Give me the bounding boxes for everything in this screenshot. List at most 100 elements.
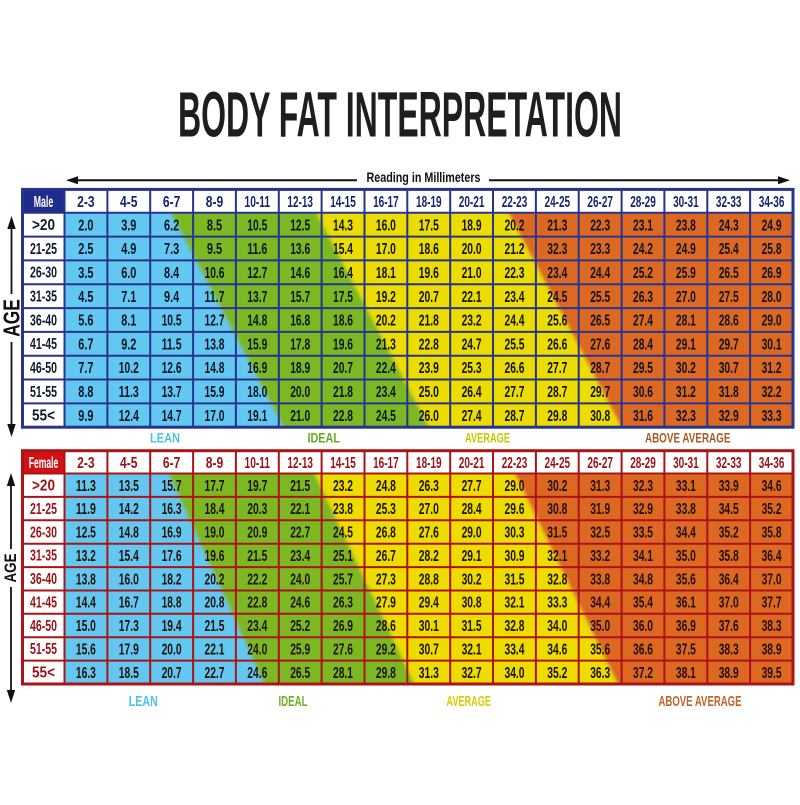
- svg-text:Female: Female: [29, 455, 59, 472]
- svg-text:23.4: 23.4: [247, 618, 267, 635]
- svg-text:20.7: 20.7: [419, 289, 439, 306]
- svg-text:21.3: 21.3: [547, 217, 567, 234]
- svg-text:29.1: 29.1: [462, 548, 482, 565]
- svg-text:30.1: 30.1: [762, 336, 782, 353]
- svg-text:20.9: 20.9: [247, 525, 267, 542]
- svg-text:LEAN: LEAN: [150, 430, 180, 446]
- svg-text:24.9: 24.9: [762, 217, 782, 234]
- svg-text:29.2: 29.2: [376, 642, 396, 659]
- svg-text:12-13: 12-13: [287, 194, 313, 211]
- svg-text:26.0: 26.0: [419, 408, 439, 425]
- svg-text:12.4: 12.4: [119, 408, 139, 425]
- svg-text:18.6: 18.6: [419, 241, 439, 258]
- svg-text:2-3: 2-3: [77, 194, 95, 211]
- svg-text:24.0: 24.0: [247, 642, 267, 659]
- svg-text:16.4: 16.4: [333, 265, 353, 282]
- svg-text:22.4: 22.4: [376, 360, 396, 377]
- svg-text:24.0: 24.0: [290, 571, 310, 588]
- svg-text:33.2: 33.2: [590, 548, 610, 565]
- svg-text:>20: >20: [32, 478, 55, 495]
- svg-text:IDEAL: IDEAL: [279, 694, 308, 710]
- svg-text:28.2: 28.2: [419, 548, 439, 565]
- svg-text:10.6: 10.6: [205, 265, 225, 282]
- svg-text:16.7: 16.7: [119, 595, 139, 612]
- svg-text:32.9: 32.9: [719, 408, 739, 425]
- svg-text:16.9: 16.9: [247, 360, 267, 377]
- svg-text:23.4: 23.4: [547, 265, 567, 282]
- svg-text:15.9: 15.9: [247, 336, 267, 353]
- svg-text:22.3: 22.3: [590, 217, 610, 234]
- svg-text:13.5: 13.5: [119, 478, 139, 495]
- svg-text:22-23: 22-23: [502, 194, 528, 211]
- svg-text:26.3: 26.3: [333, 595, 353, 612]
- svg-text:36.1: 36.1: [676, 595, 696, 612]
- svg-text:AGE: AGE: [2, 554, 20, 583]
- svg-text:15.6: 15.6: [76, 642, 96, 659]
- svg-text:10.5: 10.5: [247, 217, 267, 234]
- svg-text:BODY FAT INTERPRETATION: BODY FAT INTERPRETATION: [178, 79, 622, 151]
- svg-text:13.7: 13.7: [247, 289, 267, 306]
- svg-text:18.9: 18.9: [462, 217, 482, 234]
- svg-text:28.8: 28.8: [419, 571, 439, 588]
- svg-text:34-36: 34-36: [759, 194, 785, 211]
- svg-text:25.3: 25.3: [376, 501, 396, 518]
- svg-text:34.4: 34.4: [676, 525, 696, 542]
- svg-text:24.8: 24.8: [376, 478, 396, 495]
- svg-text:25.9: 25.9: [676, 265, 696, 282]
- svg-text:25.4: 25.4: [719, 241, 739, 258]
- svg-text:27.6: 27.6: [590, 336, 610, 353]
- svg-text:30.8: 30.8: [590, 408, 610, 425]
- svg-text:38.1: 38.1: [676, 665, 696, 682]
- svg-text:27.0: 27.0: [676, 289, 696, 306]
- svg-text:30.8: 30.8: [547, 501, 567, 518]
- svg-text:32.3: 32.3: [633, 478, 653, 495]
- svg-text:41-45: 41-45: [30, 336, 57, 353]
- svg-text:26.9: 26.9: [333, 618, 353, 635]
- svg-text:31.6: 31.6: [633, 408, 653, 425]
- svg-text:28.1: 28.1: [676, 313, 696, 330]
- svg-text:12.5: 12.5: [290, 217, 310, 234]
- svg-text:24.4: 24.4: [590, 265, 610, 282]
- svg-text:27.5: 27.5: [719, 289, 739, 306]
- svg-text:30.7: 30.7: [419, 642, 439, 659]
- svg-text:32.5: 32.5: [590, 525, 610, 542]
- svg-text:29.6: 29.6: [505, 501, 525, 518]
- svg-text:28.7: 28.7: [505, 408, 525, 425]
- svg-text:20.0: 20.0: [462, 241, 482, 258]
- svg-text:39.5: 39.5: [762, 665, 782, 682]
- svg-text:34.6: 34.6: [547, 642, 567, 659]
- svg-text:21-25: 21-25: [30, 501, 57, 518]
- svg-text:26.6: 26.6: [505, 360, 525, 377]
- svg-text:26.8: 26.8: [376, 525, 396, 542]
- svg-text:4-5: 4-5: [120, 455, 138, 472]
- svg-text:6-7: 6-7: [163, 455, 181, 472]
- svg-text:24-25: 24-25: [545, 194, 571, 211]
- svg-text:31-35: 31-35: [30, 548, 57, 565]
- svg-text:24.9: 24.9: [676, 241, 696, 258]
- svg-text:17.5: 17.5: [419, 217, 439, 234]
- svg-text:26.7: 26.7: [376, 548, 396, 565]
- svg-text:26.4: 26.4: [462, 384, 482, 401]
- svg-text:21.8: 21.8: [419, 313, 439, 330]
- svg-text:14-15: 14-15: [330, 455, 356, 472]
- svg-text:26.3: 26.3: [419, 478, 439, 495]
- svg-text:26.5: 26.5: [290, 665, 310, 682]
- svg-text:51-55: 51-55: [30, 641, 57, 658]
- svg-text:24.2: 24.2: [633, 241, 653, 258]
- svg-text:24.6: 24.6: [290, 595, 310, 612]
- svg-text:17.0: 17.0: [205, 408, 225, 425]
- svg-text:8.1: 8.1: [121, 313, 136, 330]
- svg-text:34.6: 34.6: [762, 478, 782, 495]
- svg-text:38.9: 38.9: [719, 665, 739, 682]
- svg-text:36.0: 36.0: [633, 618, 653, 635]
- svg-text:13.2: 13.2: [76, 548, 96, 565]
- svg-text:15.7: 15.7: [162, 478, 182, 495]
- svg-text:25.8: 25.8: [762, 241, 782, 258]
- svg-text:25.5: 25.5: [590, 289, 610, 306]
- svg-text:Reading in Millimeters: Reading in Millimeters: [367, 169, 481, 185]
- svg-text:25.2: 25.2: [290, 618, 310, 635]
- svg-text:Male: Male: [34, 194, 54, 211]
- svg-text:33.1: 33.1: [676, 478, 696, 495]
- svg-text:36.3: 36.3: [590, 665, 610, 682]
- svg-text:18.1: 18.1: [376, 265, 396, 282]
